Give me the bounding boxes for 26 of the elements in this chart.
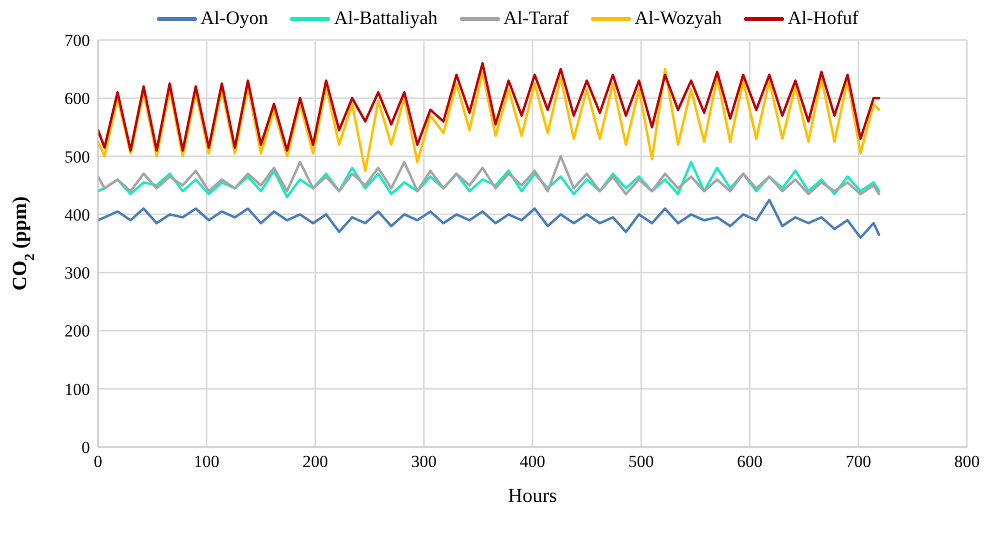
x-tick-label: 400 [520,452,546,472]
x-tick-label: 300 [411,452,437,472]
line-series [98,62,880,152]
x-tick-label: 100 [194,452,220,472]
legend-label: Al-Battaliyah [334,8,438,30]
x-tick-label: 0 [94,452,102,472]
x-tick-label: 600 [737,452,762,472]
x-tick-label: 800 [954,452,980,472]
y-tick-label: 100 [64,380,90,399]
y-tick-label: 700 [64,31,90,50]
legend-label: Al-Oyon [200,8,268,30]
x-tick-label: 700 [846,452,872,472]
y-tick-label: 300 [64,264,90,283]
y-tick-label: 500 [64,147,90,166]
line-series [98,198,880,239]
y-tick-label: 400 [64,205,90,224]
legend-label: Al-Wozyah [634,8,722,30]
x-tick-label: 200 [302,452,328,472]
y-tick-label: 200 [64,322,90,341]
legend-label: Al-Taraf [504,8,569,30]
y-tick-label: 0 [82,438,90,458]
x-axis-title: Hours [508,485,558,507]
legend-label: Al-Hofuf [788,8,858,30]
line-series [98,155,880,196]
x-tick-label: 500 [628,452,654,472]
y-tick-label: 600 [64,89,90,108]
